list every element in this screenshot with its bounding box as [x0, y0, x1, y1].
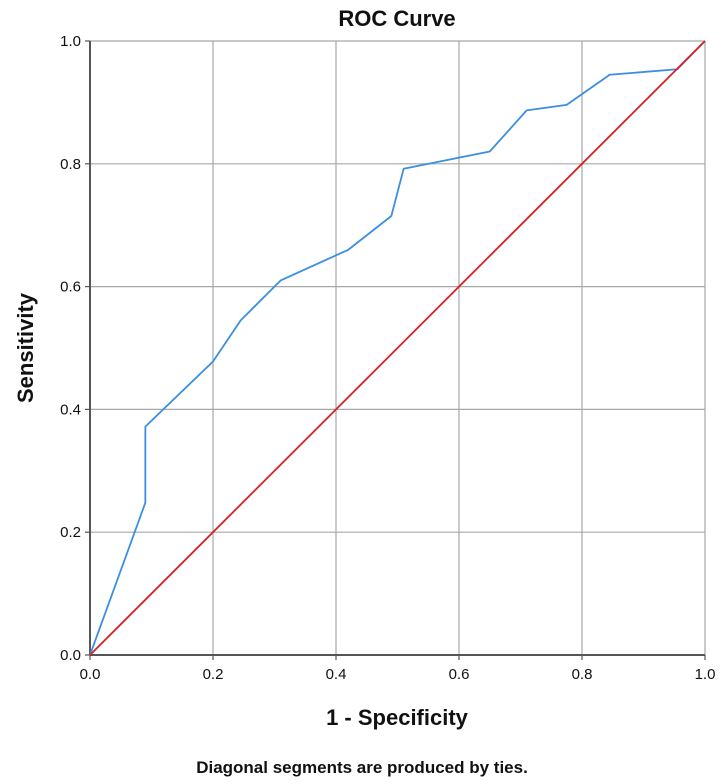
footnote: Diagonal segments are produced by ties.: [196, 758, 528, 777]
x-axis-ticks: 0.0 0.2 0.4 0.6 0.8 1.0: [80, 655, 716, 683]
y-axis-title: Sensitivity: [13, 292, 38, 403]
grid: [89, 40, 706, 656]
y-tick-label-0: 0.0: [60, 647, 81, 664]
x-axis-title: 1 - Specificity: [326, 705, 469, 730]
x-tick-label-3: 0.6: [449, 666, 470, 683]
x-tick-label-5: 1.0: [695, 666, 716, 683]
y-axis-ticks: 0.0 0.2 0.4 0.6 0.8 1.0: [60, 33, 90, 664]
y-tick-label-3: 0.6: [60, 279, 81, 296]
x-tick-label-1: 0.2: [203, 666, 224, 683]
reference-diagonal-line: [89, 40, 706, 656]
y-tick-label-1: 0.2: [60, 524, 81, 541]
chart-title: ROC Curve: [338, 6, 455, 31]
y-tick-label-5: 1.0: [60, 33, 81, 50]
series-layer: [89, 40, 706, 656]
roc-curve-line: [89, 40, 706, 656]
y-tick-label-4: 0.8: [60, 156, 81, 173]
x-tick-label-2: 0.4: [326, 666, 347, 683]
y-tick-label-2: 0.4: [60, 401, 81, 418]
plot-frame: [89, 41, 705, 656]
x-tick-label-4: 0.8: [572, 666, 593, 683]
x-tick-label-0: 0.0: [80, 666, 101, 683]
